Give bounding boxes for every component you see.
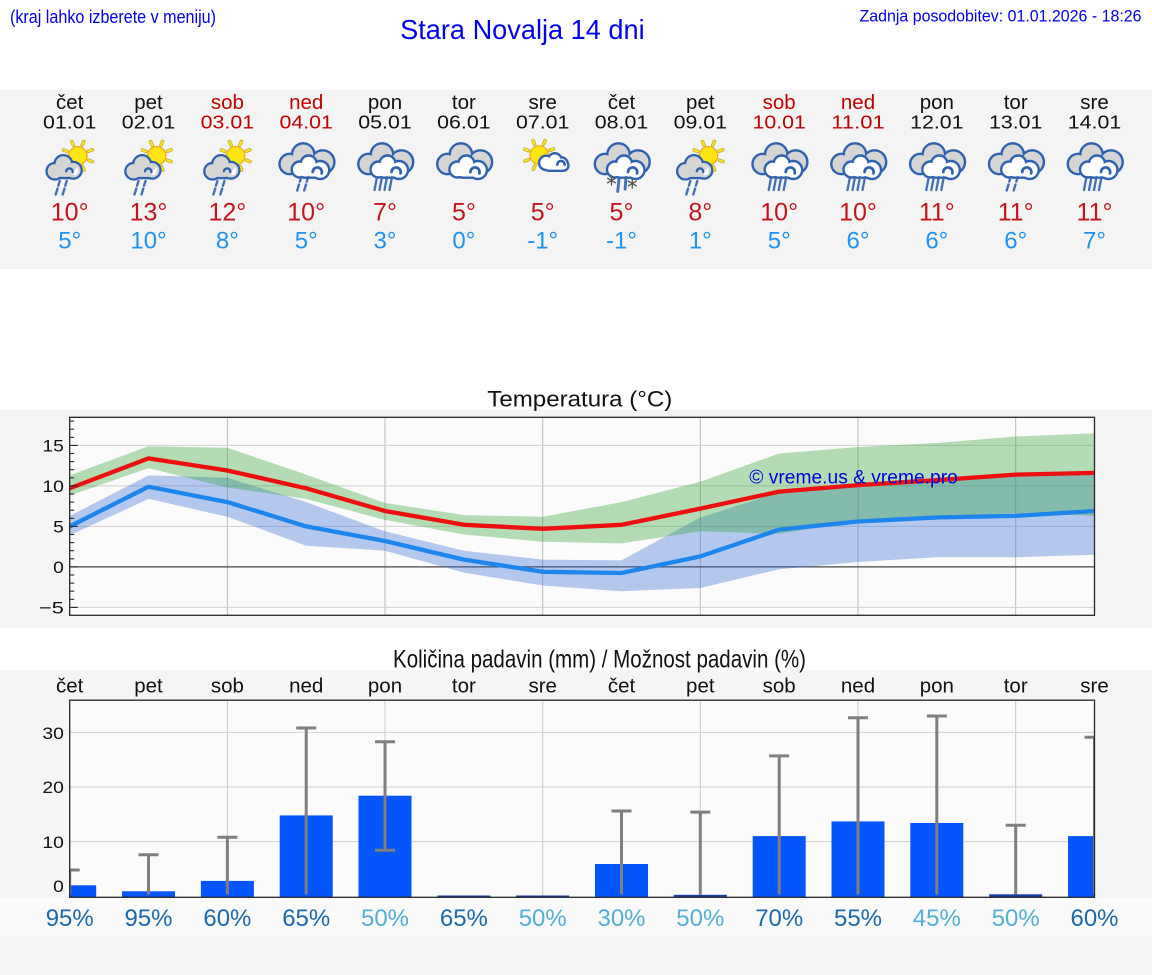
svg-text:5°: 5° [768, 228, 791, 255]
svg-text:Količina padavin (mm) / Možnos: Količina padavin (mm) / Možnost padavin … [393, 645, 806, 673]
svg-text:pon: pon [920, 675, 954, 698]
svg-text:10: 10 [42, 833, 64, 852]
svg-text:pet: pet [134, 675, 163, 698]
svg-text:15: 15 [42, 436, 64, 455]
svg-text:11°: 11° [1077, 199, 1113, 227]
svg-text:11°: 11° [919, 199, 955, 227]
svg-text:Stara Novalja 14 dni: Stara Novalja 14 dni [400, 14, 645, 45]
svg-text:08.01: 08.01 [595, 112, 648, 133]
svg-text:5: 5 [53, 517, 64, 536]
svg-text:7°: 7° [373, 199, 397, 227]
svg-text:sob: sob [211, 675, 244, 698]
svg-text:sre: sre [1080, 91, 1108, 114]
svg-text:(kraj lahko izberete v meniju): (kraj lahko izberete v meniju) [10, 7, 216, 27]
svg-text:Zadnja posodobitev: 01.01.2026: Zadnja posodobitev: 01.01.2026 - 18:26 [860, 8, 1142, 26]
svg-text:ned: ned [289, 675, 323, 698]
svg-text:55%: 55% [834, 905, 882, 932]
svg-text:8°: 8° [688, 199, 712, 227]
svg-text:5°: 5° [531, 199, 555, 227]
svg-text:5°: 5° [58, 228, 81, 255]
svg-text:14.01: 14.01 [1068, 112, 1121, 133]
svg-text:60%: 60% [1071, 905, 1119, 932]
svg-text:50%: 50% [992, 905, 1040, 932]
svg-text:sre: sre [528, 675, 556, 698]
svg-text:45%: 45% [913, 905, 961, 932]
svg-text:0°: 0° [452, 228, 475, 255]
svg-text:pon: pon [920, 91, 954, 114]
svg-text:6°: 6° [847, 228, 870, 255]
svg-text:10°: 10° [51, 199, 89, 227]
svg-text:11.01: 11.01 [831, 112, 884, 133]
svg-text:12°: 12° [208, 199, 246, 227]
svg-text:pon: pon [368, 675, 402, 698]
svg-text:03.01: 03.01 [201, 112, 254, 133]
svg-text:10°: 10° [130, 228, 166, 255]
svg-text:70%: 70% [755, 905, 803, 932]
svg-text:13°: 13° [130, 199, 168, 227]
svg-text:tor: tor [1004, 91, 1028, 114]
svg-text:tor: tor [452, 675, 476, 698]
svg-text:13.01: 13.01 [989, 112, 1042, 133]
svg-text:čet: čet [608, 675, 636, 698]
svg-text:Temperatura (°C): Temperatura (°C) [487, 386, 672, 411]
svg-text:06.01: 06.01 [437, 112, 490, 133]
svg-text:0: 0 [53, 558, 64, 577]
svg-text:5°: 5° [610, 199, 634, 227]
svg-text:-1°: -1° [606, 228, 637, 255]
svg-text:ned: ned [841, 675, 875, 698]
svg-text:12.01: 12.01 [910, 112, 963, 133]
svg-text:3°: 3° [374, 228, 397, 255]
svg-text:1°: 1° [689, 228, 712, 255]
svg-text:0: 0 [53, 877, 64, 896]
svg-text:sob: sob [763, 675, 796, 698]
svg-text:čet: čet [608, 91, 636, 114]
svg-text:−5: −5 [39, 598, 64, 617]
svg-text:10°: 10° [839, 199, 877, 227]
svg-text:© vreme.us & vreme.pro: © vreme.us & vreme.pro [749, 466, 958, 488]
svg-text:30: 30 [42, 724, 64, 743]
svg-text:6°: 6° [1004, 228, 1027, 255]
svg-text:sre: sre [528, 91, 556, 114]
svg-text:pet: pet [134, 91, 163, 114]
svg-text:65%: 65% [282, 905, 330, 932]
svg-text:pon: pon [368, 91, 402, 114]
svg-text:čet: čet [56, 675, 84, 698]
svg-text:07.01: 07.01 [516, 112, 569, 133]
svg-text:95%: 95% [125, 905, 173, 932]
svg-text:01.01: 01.01 [43, 112, 96, 133]
svg-text:95%: 95% [46, 905, 94, 932]
svg-text:10.01: 10.01 [753, 112, 806, 133]
svg-text:pet: pet [686, 675, 715, 698]
svg-text:09.01: 09.01 [674, 112, 727, 133]
svg-text:sob: sob [211, 91, 244, 114]
svg-text:30%: 30% [598, 905, 646, 932]
svg-text:50%: 50% [361, 905, 409, 932]
svg-text:02.01: 02.01 [122, 112, 175, 133]
svg-text:60%: 60% [203, 905, 251, 932]
svg-text:11°: 11° [998, 199, 1034, 227]
svg-text:sre: sre [1080, 675, 1108, 698]
svg-text:10°: 10° [760, 199, 798, 227]
svg-text:10°: 10° [287, 199, 325, 227]
svg-text:ned: ned [289, 91, 323, 114]
svg-text:50%: 50% [676, 905, 724, 932]
svg-text:pet: pet [686, 91, 715, 114]
svg-text:sob: sob [763, 91, 796, 114]
svg-text:6°: 6° [925, 228, 948, 255]
svg-text:04.01: 04.01 [280, 112, 333, 133]
svg-text:5°: 5° [295, 228, 318, 255]
svg-text:tor: tor [1004, 675, 1028, 698]
svg-text:7°: 7° [1083, 228, 1106, 255]
svg-text:65%: 65% [440, 905, 488, 932]
svg-text:10: 10 [42, 477, 64, 496]
svg-text:5°: 5° [452, 199, 476, 227]
svg-text:ned: ned [841, 91, 875, 114]
svg-text:čet: čet [56, 91, 84, 114]
svg-text:tor: tor [452, 91, 476, 114]
svg-text:20: 20 [42, 778, 64, 797]
svg-text:50%: 50% [519, 905, 567, 932]
svg-text:05.01: 05.01 [358, 112, 411, 133]
svg-text:8°: 8° [216, 228, 239, 255]
svg-text:-1°: -1° [527, 228, 558, 255]
